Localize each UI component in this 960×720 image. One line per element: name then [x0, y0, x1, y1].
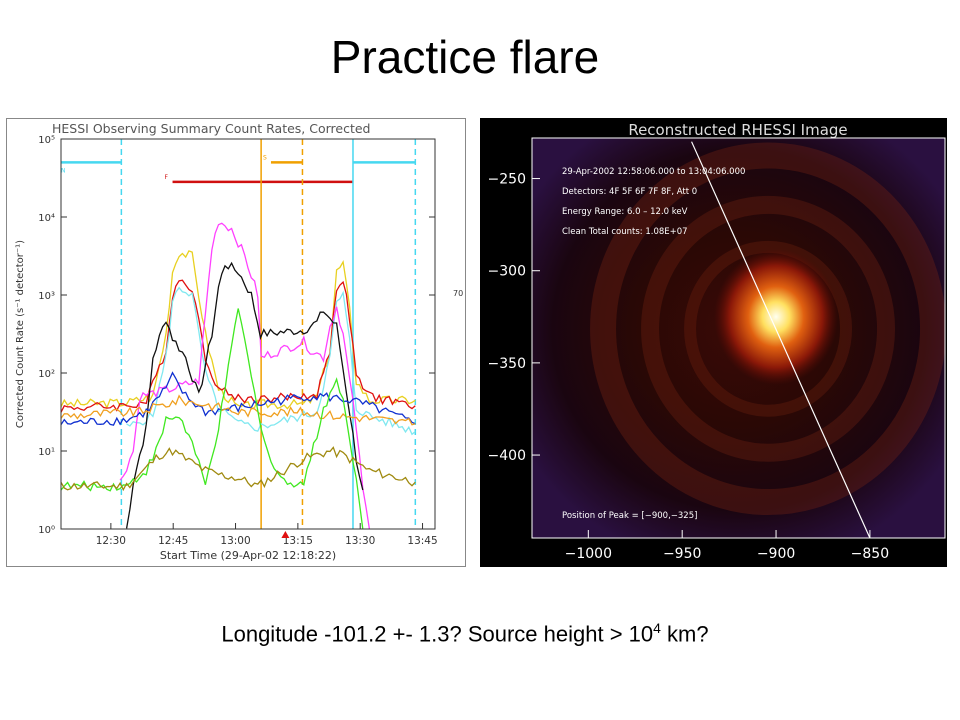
series-line-4: [125, 261, 364, 529]
right-axis-label: 70: [453, 289, 463, 298]
img-y-tick-label-0: −250: [488, 172, 526, 188]
lightcurve-panel: HESSI Observing Summary Count Rates, Cor…: [6, 118, 466, 567]
img-x-tick-label-2: −900: [757, 546, 795, 562]
y-tick-label-4: 10⁴: [38, 213, 55, 224]
flag-label-n: N: [61, 167, 66, 174]
y-tick-label-0: 10⁰: [38, 525, 55, 536]
slide-title: Practice flare: [330, 31, 600, 83]
x-tick-label-4: 13:30: [345, 535, 375, 547]
info-line-3: Clean Total counts: 1.08E+07: [562, 227, 688, 237]
series-line-6: [60, 394, 416, 426]
flag-label-f: F: [165, 174, 169, 181]
image-area: [532, 138, 945, 538]
series-line-2: [126, 286, 416, 436]
img-x-tick-label-0: −1000: [565, 546, 612, 562]
slide-caption: Longitude -101.2 +- 1.3? Source height >…: [0, 620, 930, 647]
img-y-tick-label-3: −400: [488, 448, 526, 464]
caption-main: Longitude -101.2 +- 1.3? Source height >…: [221, 621, 654, 647]
x-tick-label-1: 12:45: [158, 535, 188, 547]
chart-title: HESSI Observing Summary Count Rates, Cor…: [52, 121, 371, 136]
caption-superscript: 4: [653, 620, 661, 636]
info-line-1: Detectors: 4F 5F 6F 7F 8F, Att 0: [562, 187, 697, 197]
peak-position-label: Position of Peak = [−900,−325]: [562, 511, 697, 521]
peak-source: [714, 248, 839, 385]
series-line-0: [60, 250, 416, 410]
image-title: Reconstructed RHESSI Image: [628, 121, 847, 139]
y-tick-label-2: 10²: [38, 369, 55, 380]
image-frame: [531, 137, 946, 539]
plot-frame: [60, 138, 436, 530]
img-y-tick-label-2: −350: [488, 356, 526, 372]
y-tick-label-5: 10⁵: [38, 135, 55, 146]
ring-artifact-2: [684, 240, 853, 417]
rhessi-image-panel: 29-Apr-2002 12:58:06.000 to 13:04:06.000…: [480, 118, 947, 567]
img-x-tick-label-1: −950: [663, 546, 701, 562]
lightcurve-chart: HESSI Observing Summary Count Rates, Cor…: [15, 121, 463, 562]
y-tick-label-1: 10¹: [38, 447, 55, 458]
y-axis-label: Corrected Count Rate (s⁻¹ detector⁻¹): [15, 240, 26, 428]
x-tick-label-5: 13:45: [407, 535, 437, 547]
img-x-tick-label-3: −850: [851, 546, 889, 562]
series-line-3: [119, 222, 371, 530]
info-line-0: 29-Apr-2002 12:58:06.000 to 13:04:06.000: [562, 167, 745, 177]
x-tick-label-2: 13:00: [220, 535, 250, 547]
series-line-7: [60, 308, 364, 530]
img-y-tick-label-1: −300: [488, 264, 526, 280]
info-line-2: Energy Range: 6.0 – 12.0 keV: [562, 207, 688, 217]
ring-artifact-0: [590, 142, 945, 515]
series-line-8: [60, 446, 416, 492]
series-line-1: [60, 279, 416, 413]
x-axis-label: Start Time (29-Apr-02 12:18:22): [160, 549, 336, 562]
y-tick-label-3: 10³: [38, 291, 55, 302]
flag-label-s: S: [263, 154, 267, 161]
rhessi-image-chart: 29-Apr-2002 12:58:06.000 to 13:04:06.000…: [488, 121, 946, 562]
x-tick-label-0: 12:30: [96, 535, 126, 547]
ring-artifact-1: [641, 195, 896, 462]
series-line-5: [60, 371, 416, 426]
caption-tail: km?: [660, 621, 709, 647]
solar-limb-line: [691, 141, 871, 538]
time-marker-triangle: [281, 531, 290, 538]
x-tick-label-3: 13:15: [283, 535, 313, 547]
